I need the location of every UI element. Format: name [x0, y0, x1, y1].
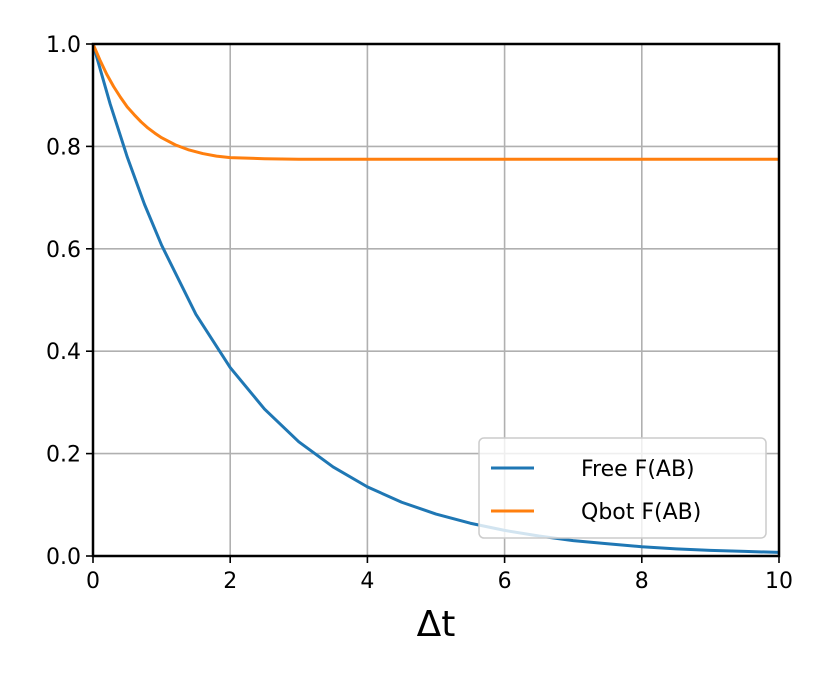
x-tick-label: 0 — [86, 569, 100, 594]
plot-frame — [91, 42, 781, 558]
series-layer — [91, 43, 780, 554]
y-tick-label: 0.0 — [46, 545, 81, 570]
axis-ticks: 0 2 4 6 8 10 0.0 0.2 0.4 0.6 0.8 1.0 — [46, 33, 793, 594]
legend: Free F(AB) Qbot F(AB) — [478, 437, 767, 539]
y-tick-label: 0.4 — [46, 340, 81, 365]
x-tick-label: 4 — [360, 569, 374, 594]
y-tick-label: 0.6 — [46, 238, 81, 263]
legend-label-0: Free F(AB) — [581, 457, 695, 482]
series-line-0 — [91, 43, 780, 554]
y-tick-label: 0.2 — [46, 443, 81, 468]
x-axis-label: Δt — [417, 604, 456, 645]
legend-box — [478, 437, 767, 539]
x-tick-label: 10 — [765, 569, 793, 594]
x-tick-label: 8 — [635, 569, 649, 594]
x-tick-label: 2 — [223, 569, 237, 594]
y-tick-label: 1.0 — [46, 33, 81, 58]
legend-label-1: Qbot F(AB) — [581, 500, 701, 525]
series-line-1 — [91, 43, 779, 161]
grid-lines — [93, 44, 779, 556]
y-tick-label: 0.8 — [46, 135, 81, 160]
x-tick-label: 6 — [498, 569, 512, 594]
